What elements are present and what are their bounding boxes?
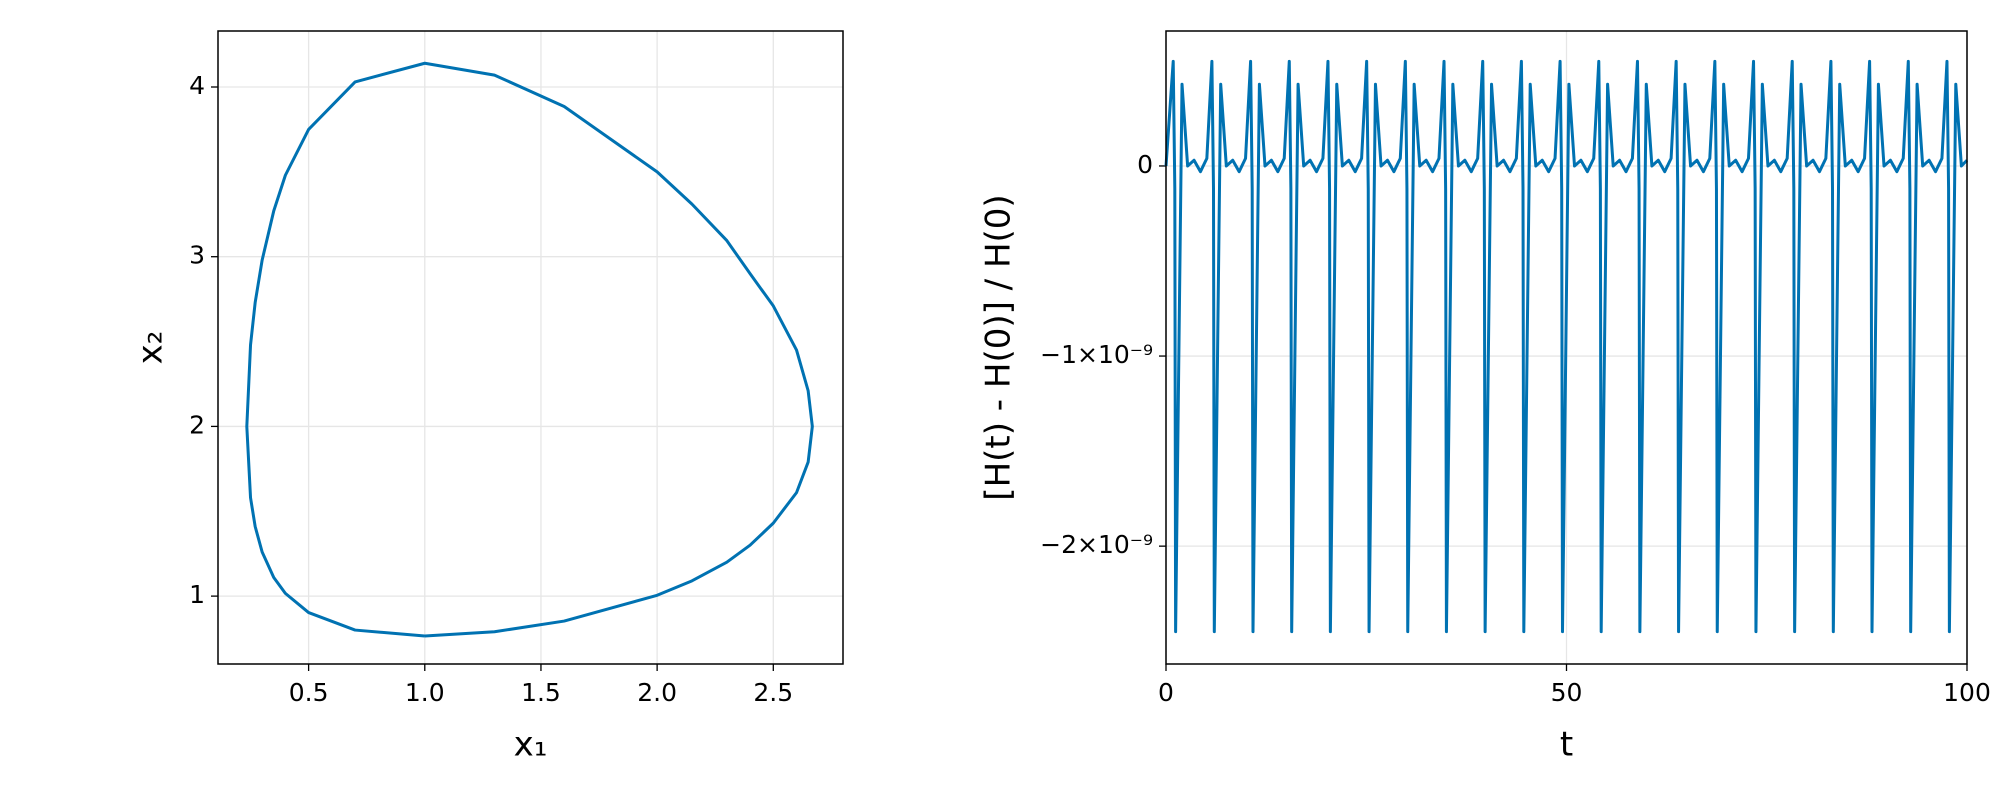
x-tick-label: 100 <box>1943 678 1991 707</box>
y-tick-label: 4 <box>189 71 205 100</box>
y-tick-label: 1 <box>189 580 205 609</box>
x-tick-label: 2.5 <box>753 678 793 707</box>
x-tick-label: 0.5 <box>289 678 329 707</box>
y-tick-label: −1×10⁻⁹ <box>1040 340 1153 369</box>
y-axis-label: x₂ <box>131 331 171 365</box>
y-tick-label: 0 <box>1137 150 1153 179</box>
x-tick-label: 2.0 <box>637 678 677 707</box>
y-tick-label: 2 <box>189 410 205 439</box>
x-axis-label: t <box>1560 725 1573 765</box>
y-axis-label: [H(t) - H(0)] / H(0) <box>979 194 1019 500</box>
x-tick-label: 0 <box>1158 678 1174 707</box>
axes-frame <box>1165 30 1968 665</box>
x-tick-label: 50 <box>1551 678 1583 707</box>
data-line <box>245 61 814 638</box>
x-tick-label: 1.0 <box>405 678 445 707</box>
y-tick-label: −2×10⁻⁹ <box>1040 530 1153 559</box>
x-tick-label: 1.5 <box>521 678 561 707</box>
y-tick-label: 3 <box>189 241 205 270</box>
x-axis-label: x₁ <box>514 725 548 765</box>
data-line <box>1164 59 1969 634</box>
axes-frame <box>217 30 844 665</box>
